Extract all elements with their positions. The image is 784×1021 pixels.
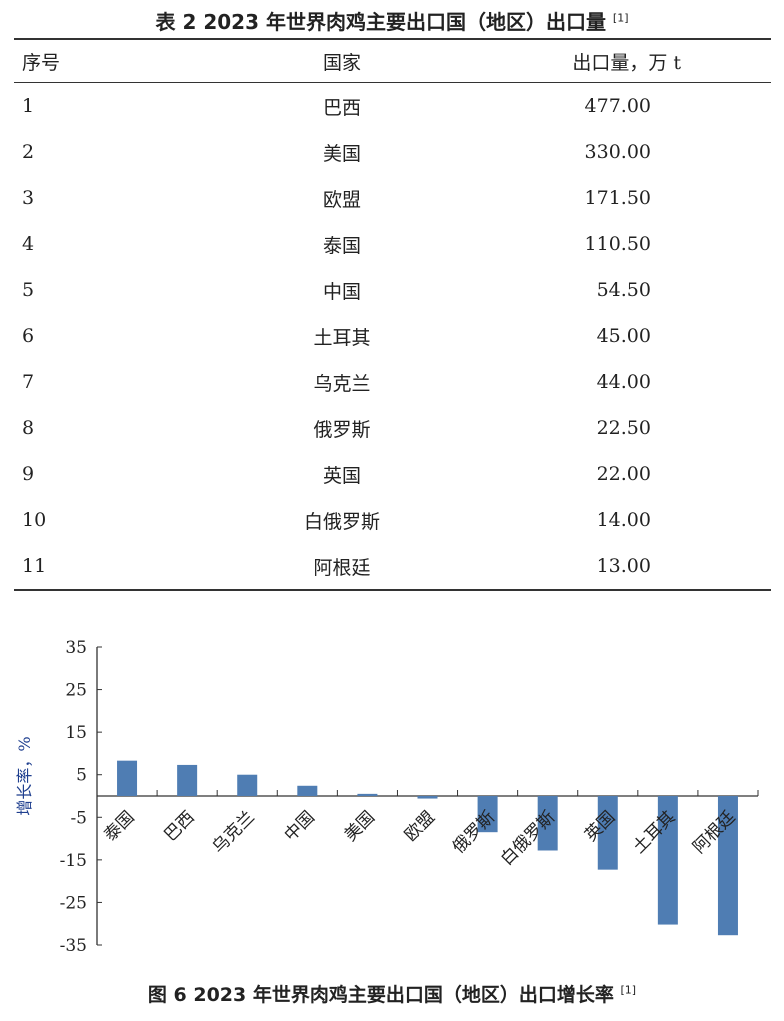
row-country: 乌克兰 — [313, 372, 371, 395]
x-tick-label: 中国 — [281, 807, 319, 845]
row-index: 11 — [22, 555, 47, 577]
bar — [177, 764, 198, 796]
row-volume: 477.00 — [584, 95, 651, 117]
row-country: 白俄罗斯 — [303, 510, 380, 533]
row-volume: 54.50 — [596, 279, 651, 301]
row-country: 阿根廷 — [313, 556, 371, 579]
row-index: 9 — [22, 463, 35, 485]
table-row: 6 土耳其 45.00 — [14, 313, 771, 359]
row-index: 10 — [22, 509, 47, 531]
header-index: 序号 — [22, 51, 61, 74]
table-row: 5 中国 54.50 — [14, 267, 771, 313]
table-row: 11 阿根廷 13.00 — [14, 543, 771, 590]
x-tick-label: 欧盟 — [401, 807, 439, 845]
row-index: 6 — [22, 325, 35, 347]
y-tick-label: 5 — [76, 766, 87, 786]
table-row: 8 俄罗斯 22.50 — [14, 405, 771, 451]
row-country: 欧盟 — [322, 188, 361, 211]
y-tick-label: 15 — [65, 723, 87, 743]
header-country: 国家 — [322, 51, 361, 74]
table-row: 10 白俄罗斯 14.00 — [14, 497, 771, 543]
y-tick-label: -25 — [60, 893, 87, 913]
row-volume: 13.00 — [596, 555, 651, 577]
figure-caption: 图 6 2023 年世界肉鸡主要出口国（地区）出口增长率 [1] — [0, 980, 784, 1007]
row-country: 美国 — [322, 142, 361, 165]
row-country: 巴西 — [322, 96, 361, 119]
bar — [357, 793, 378, 796]
header-volume: 出口量，万 t — [572, 51, 681, 74]
table-row: 7 乌克兰 44.00 — [14, 359, 771, 405]
row-volume: 22.00 — [596, 463, 651, 485]
bar — [477, 796, 498, 833]
row-country: 土耳其 — [313, 326, 371, 349]
table-title: 表 2 2023 年世界肉鸡主要出口国（地区）出口量 [1] — [0, 6, 784, 35]
row-volume: 22.50 — [596, 417, 651, 439]
figure-caption-text: 图 6 2023 年世界肉鸡主要出口国（地区）出口增长率 — [147, 984, 614, 1006]
row-volume: 14.00 — [596, 509, 651, 531]
bar — [597, 796, 618, 870]
row-index: 1 — [22, 95, 35, 117]
bar — [537, 796, 558, 851]
row-country: 泰国 — [322, 234, 361, 257]
table-row: 9 英国 22.00 — [14, 451, 771, 497]
bar — [117, 760, 138, 796]
export-volume-table: 序号 国家 出口量，万 t 1 巴西 477.00 2 美国 330.00 3 欧盟 171.5… — [14, 38, 771, 591]
row-country: 中国 — [322, 280, 361, 303]
x-tick-label: 乌克兰 — [209, 807, 259, 857]
x-tick-label: 泰国 — [100, 807, 138, 845]
table-header-row: 序号 国家 出口量，万 t — [14, 39, 771, 83]
bar — [237, 774, 258, 796]
bar — [417, 796, 438, 799]
row-country: 英国 — [322, 464, 361, 487]
table-row: 4 泰国 110.50 — [14, 221, 771, 267]
y-tick-label: 35 — [65, 638, 87, 658]
y-tick-label: -35 — [60, 936, 87, 956]
table-title-text: 表 2 2023 年世界肉鸡主要出口国（地区）出口量 — [155, 10, 606, 34]
x-tick-label: 巴西 — [160, 807, 198, 845]
row-index: 5 — [22, 279, 35, 301]
row-volume: 110.50 — [584, 233, 651, 255]
y-axis-label: 增长率，% — [15, 736, 34, 815]
table-title-ref: [1] — [612, 11, 629, 25]
bar — [297, 785, 318, 796]
row-volume: 171.50 — [584, 187, 651, 209]
row-index: 2 — [22, 141, 35, 163]
row-index: 7 — [22, 371, 35, 393]
row-index: 8 — [22, 417, 35, 439]
row-volume: 45.00 — [596, 325, 651, 347]
y-tick-label: -5 — [70, 808, 87, 828]
row-volume: 44.00 — [596, 371, 651, 393]
figure-caption-ref: [1] — [620, 983, 637, 997]
table-row: 3 欧盟 171.50 — [14, 175, 771, 221]
table-row: 2 美国 330.00 — [14, 129, 771, 175]
row-country: 俄罗斯 — [313, 418, 371, 441]
row-index: 3 — [22, 187, 35, 209]
row-index: 4 — [22, 233, 35, 255]
table-row: 1 巴西 477.00 — [14, 83, 771, 130]
y-tick-label: -15 — [60, 851, 87, 871]
x-tick-label: 俄罗斯 — [449, 807, 499, 857]
bar — [657, 796, 678, 925]
y-tick-label: 25 — [65, 681, 87, 701]
bar — [717, 796, 738, 936]
x-tick-label: 美国 — [341, 807, 379, 845]
row-volume: 330.00 — [584, 141, 651, 163]
